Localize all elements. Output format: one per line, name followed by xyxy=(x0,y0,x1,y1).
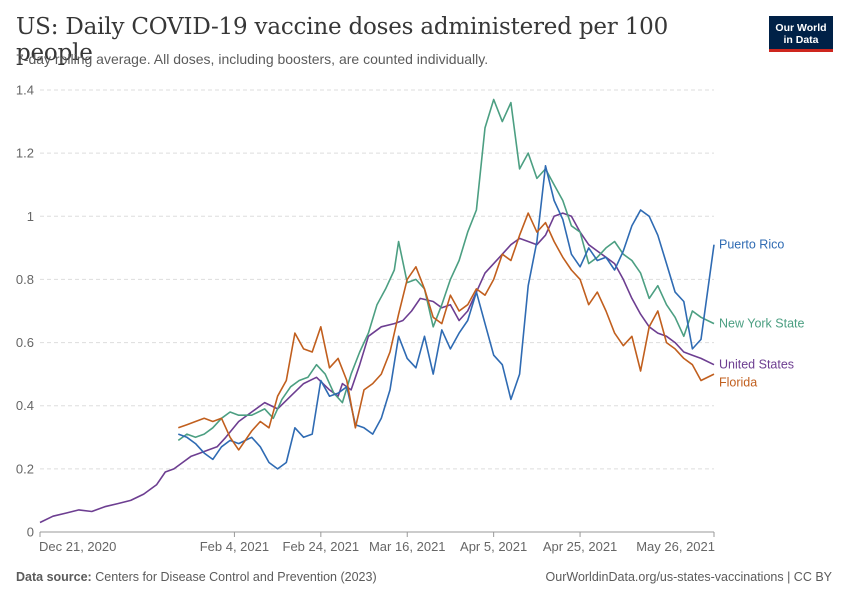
y-tick-label: 0.2 xyxy=(16,461,34,476)
x-tick-label: Feb 24, 2021 xyxy=(283,539,360,554)
chart-title: US: Daily COVID-19 vaccine doses adminis… xyxy=(16,14,668,66)
source-label: Data source: xyxy=(16,570,92,584)
y-tick-label: 0.4 xyxy=(16,398,34,413)
series-layer xyxy=(39,98,715,524)
y-tick-label: 0.6 xyxy=(16,335,34,350)
series-label: New York State xyxy=(719,317,805,331)
y-tick-label: 1.2 xyxy=(16,146,34,161)
series-line-puerto-rico xyxy=(178,165,715,470)
series-line-united-states xyxy=(39,212,715,524)
x-tick-label: May 26, 2021 xyxy=(636,539,715,554)
y-tick-label: 0.8 xyxy=(16,272,34,287)
line-chart: 0 0.2 0.4 0.6 0.8 1 1.2 1.4 Dec 21, 2020 Feb 4, 2… xyxy=(16,83,805,555)
y-tick-label: 0 xyxy=(27,525,34,540)
source-text[interactable]: Centers for Disease Control and Preventi… xyxy=(95,570,377,584)
series-label: United States xyxy=(719,358,794,372)
x-tick-label: Mar 16, 2021 xyxy=(369,539,446,554)
series-label: Puerto Rico xyxy=(719,238,784,252)
x-tick-label: Apr 5, 2021 xyxy=(460,539,527,554)
logo-line-1: Our World xyxy=(775,22,827,34)
series-line-new-york-state xyxy=(177,98,715,442)
grid-layer xyxy=(40,89,714,470)
x-tick-label: Apr 25, 2021 xyxy=(543,539,617,554)
y-tick-label: 1 xyxy=(27,209,34,224)
logo-line-2: in Data xyxy=(783,34,819,46)
y-tick-label: 1.4 xyxy=(16,83,34,98)
footer-attribution[interactable]: OurWorldinData.org/us-states-vaccination… xyxy=(545,570,832,584)
x-tick-label: Dec 21, 2020 xyxy=(39,539,116,554)
series-line-florida xyxy=(178,212,715,451)
series-label: Florida xyxy=(719,376,757,390)
owid-logo[interactable]: Our World in Data xyxy=(769,16,833,52)
x-tick-label: Feb 4, 2021 xyxy=(200,539,269,554)
chart-subtitle: 7-day rolling average. All doses, includ… xyxy=(16,51,489,67)
footer-source: Data source: Centers for Disease Control… xyxy=(16,570,377,584)
axis-layer: 0 0.2 0.4 0.6 0.8 1 1.2 1.4 Dec 21, 2020 Feb 4, 2… xyxy=(16,83,715,555)
series-label-layer: Puerto Rico New York State United States Fl… xyxy=(719,238,805,390)
